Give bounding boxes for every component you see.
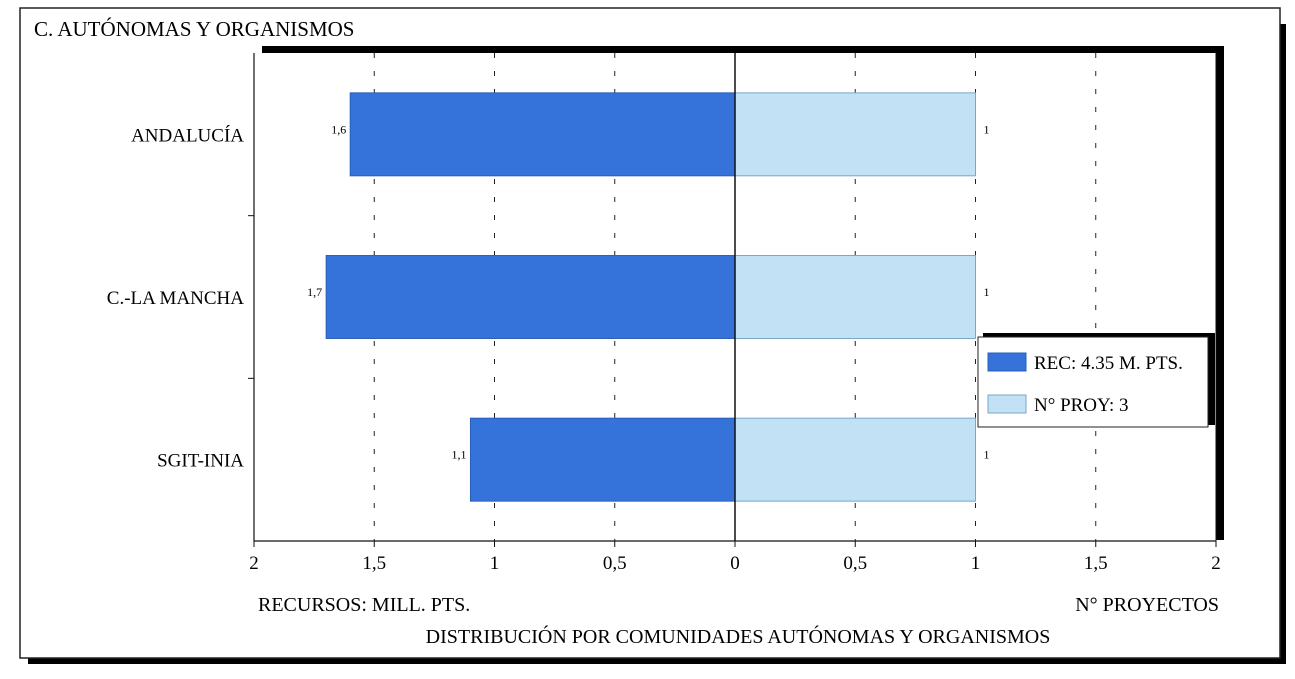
x-tick-label: 2	[249, 553, 259, 574]
x-axis-label-right: N° PROYECTOS	[1075, 594, 1219, 616]
category-label: ANDALUCÍA	[131, 124, 244, 146]
x-tick-label: 1,5	[1084, 553, 1108, 574]
bar-proyectos	[734, 417, 976, 502]
data-label: 1,7	[307, 285, 322, 299]
category-label: SGIT-INIA	[157, 451, 244, 472]
data-label: 1	[984, 122, 990, 136]
category-label: C.-LA MANCHA	[107, 288, 245, 309]
data-label: 1	[984, 285, 990, 299]
data-label: 1,6	[331, 122, 346, 136]
legend-swatch	[987, 352, 1027, 372]
x-tick-label: 1	[490, 553, 500, 574]
legend-entry: N° PROY: 3	[1034, 395, 1129, 416]
x-tick-label: 2	[1211, 553, 1221, 574]
x-tick-label: 1,5	[362, 553, 386, 574]
chart-caption: DISTRIBUCIÓN POR COMUNIDADES AUTÓNOMAS Y…	[426, 624, 1051, 648]
x-tick-label: 1	[971, 553, 981, 574]
panel-title: C. AUTÓNOMAS Y ORGANISMOS	[34, 17, 355, 41]
x-axis-label-left: RECURSOS: MILL. PTS.	[258, 594, 470, 616]
bar-recursos	[325, 255, 736, 339]
x-tick-label: 0	[730, 553, 740, 574]
bar-proyectos	[734, 92, 976, 177]
data-label: 1,1	[451, 448, 466, 462]
x-tick-label: 0,5	[843, 553, 867, 574]
bar-proyectos	[734, 255, 976, 339]
legend-entry: REC: 4.35 M. PTS.	[1034, 353, 1183, 374]
legend-swatch	[987, 394, 1027, 414]
bar-recursos	[469, 417, 736, 502]
data-label: 1	[984, 448, 990, 462]
x-tick-label: 0,5	[603, 553, 627, 574]
bar-recursos	[349, 92, 736, 177]
